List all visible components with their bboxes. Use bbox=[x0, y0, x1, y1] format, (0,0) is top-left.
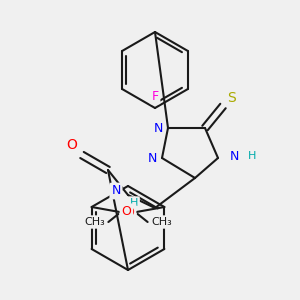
Text: N: N bbox=[147, 152, 157, 164]
Text: H: H bbox=[248, 151, 256, 161]
Text: N: N bbox=[153, 122, 163, 134]
Text: H: H bbox=[130, 198, 138, 208]
Text: O: O bbox=[122, 206, 131, 218]
Text: O: O bbox=[67, 138, 77, 152]
Text: CH₃: CH₃ bbox=[151, 217, 172, 227]
Text: N: N bbox=[111, 184, 121, 197]
Text: N: N bbox=[229, 149, 239, 163]
Text: CH₃: CH₃ bbox=[84, 217, 105, 227]
Text: F: F bbox=[152, 89, 159, 103]
Text: S: S bbox=[226, 91, 236, 105]
Text: O: O bbox=[125, 206, 135, 218]
